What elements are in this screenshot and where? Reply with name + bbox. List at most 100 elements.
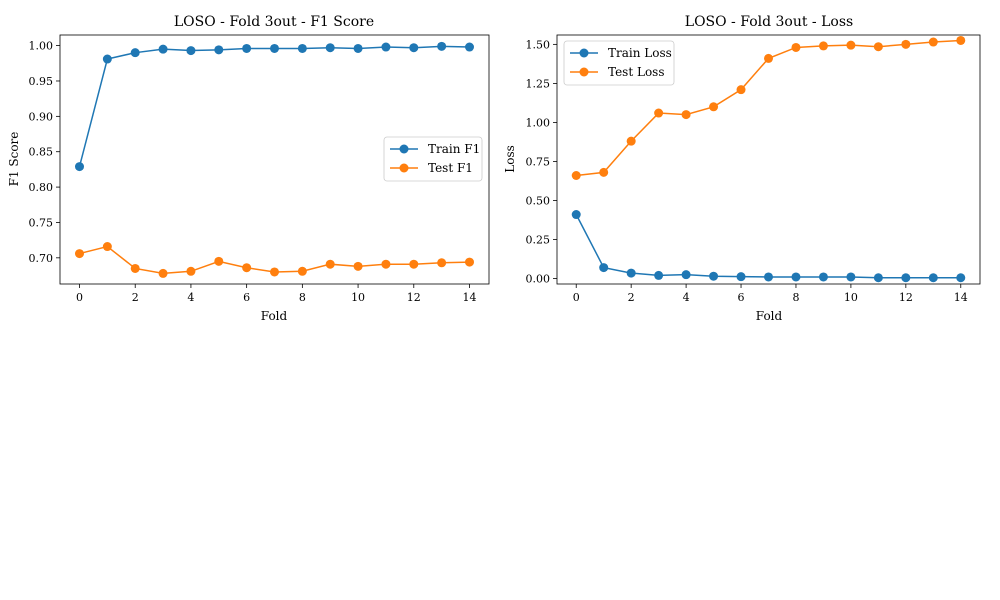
f1-x-tick-label: 0: [76, 291, 83, 304]
f1-data-point-test-f1: [242, 263, 252, 273]
loss-x-tick-label: 6: [738, 291, 745, 304]
f1-x-tick-label: 10: [351, 291, 365, 304]
loss-x-axis-label: Fold: [756, 309, 783, 323]
loss-data-point-test-loss: [764, 53, 773, 63]
f1-data-point-train-f1: [75, 162, 84, 172]
f1-data-point-test-f1: [325, 259, 335, 269]
loss-data-point-train-loss: [873, 273, 883, 283]
loss-data-point-test-loss: [873, 42, 883, 52]
loss-data-point-test-loss: [654, 108, 664, 118]
loss-x-tick-label: 8: [792, 291, 799, 304]
f1-axes-frame: [59, 34, 490, 285]
f1-y-tick-label: 1.00: [29, 40, 54, 53]
loss-data-point-train-loss: [571, 210, 581, 220]
loss-plot-area: 0 2 4 6 8 10 12 14 0.00 0.25 0.50 0.75 1.00 1.25 1.50 T…: [526, 34, 981, 304]
loss-y-tick-label: 1.50: [526, 38, 551, 51]
loss-data-point-test-loss: [956, 35, 966, 45]
f1-data-point-train-f1: [409, 43, 419, 53]
loss-data-point-test-loss: [626, 136, 636, 146]
loss-data-point-train-loss: [846, 272, 856, 282]
loss-data-point-train-loss: [928, 273, 938, 283]
loss-y-tick-label: 0.00: [526, 273, 551, 286]
loss-data-point-test-loss: [599, 167, 609, 177]
loss-data-point-test-loss: [709, 102, 719, 112]
loss-chart-title: LOSO - Fold 3out - Loss: [685, 14, 853, 30]
loss-data-point-test-loss: [791, 42, 801, 52]
f1-data-point-train-f1: [270, 43, 279, 53]
loss-data-point-train-loss: [599, 263, 609, 273]
loss-data-point-train-loss: [764, 272, 773, 282]
f1-legend-label-test-f1: Test F1: [428, 161, 473, 175]
f1-x-tick-label: 4: [187, 291, 194, 304]
loss-x-tick-label: 0: [573, 291, 580, 304]
loss-legend-box: [563, 40, 675, 86]
loss-y-tick-label: 1.25: [526, 77, 551, 90]
loss-data-point-train-loss: [709, 271, 719, 281]
f1-data-point-test-f1: [270, 267, 279, 277]
loss-y-tick-label: 0.75: [526, 155, 551, 168]
loss-legend-label-test-loss: Test Loss: [608, 65, 664, 79]
f1-data-point-test-f1: [102, 242, 112, 252]
loss-axes-frame: [556, 34, 981, 285]
loss-legend-label-train-loss: Train Loss: [608, 46, 672, 60]
loss-data-point-train-loss: [956, 273, 966, 283]
loss-chart: LOSO - Fold 3out - Loss Fold Loss 0 2 4 6 8 1…: [503, 14, 981, 323]
f1-data-point-test-f1: [437, 258, 447, 268]
f1-data-point-train-f1: [465, 42, 474, 52]
f1-data-point-test-f1: [353, 261, 363, 271]
f1-data-point-train-f1: [130, 48, 140, 58]
f1-legend-marker-train-f1: [399, 144, 409, 154]
loss-data-point-train-loss: [818, 272, 828, 282]
f1-x-tick-label: 2: [132, 291, 139, 304]
loss-y-axis-label: Loss: [503, 145, 517, 173]
loss-legend-marker-test-loss: [579, 67, 589, 77]
loss-data-point-test-loss: [928, 37, 938, 47]
f1-data-point-test-f1: [409, 259, 419, 269]
f1-data-point-test-f1: [381, 259, 391, 269]
f1-data-point-train-f1: [242, 43, 252, 53]
f1-data-point-test-f1: [158, 268, 168, 278]
loss-data-point-test-loss: [846, 40, 856, 50]
loss-y-tick-label: 0.50: [526, 194, 551, 207]
f1-data-point-test-f1: [214, 256, 224, 266]
f1-y-tick-label: 0.80: [29, 181, 54, 194]
loss-y-tick-label: 1.00: [526, 116, 551, 129]
loss-data-point-test-loss: [736, 85, 746, 95]
f1-chart-title: LOSO - Fold 3out - F1 Score: [174, 14, 374, 30]
loss-data-point-train-loss: [681, 270, 691, 280]
loss-data-point-train-loss: [736, 272, 746, 282]
f1-data-point-train-f1: [102, 54, 112, 64]
loss-x-tick-label: 4: [683, 291, 690, 304]
loss-data-point-train-loss: [791, 272, 801, 282]
f1-legend: Train F1 Test F1: [383, 136, 483, 182]
f1-data-point-test-f1: [297, 266, 307, 276]
f1-y-tick-label: 0.70: [29, 252, 54, 265]
loss-x-tick-label: 12: [899, 291, 913, 304]
loss-data-point-test-loss: [681, 110, 691, 120]
f1-data-point-test-f1: [130, 263, 140, 273]
f1-y-tick-label: 0.85: [29, 146, 54, 159]
loss-data-point-test-loss: [571, 171, 581, 181]
f1-data-point-train-f1: [353, 43, 363, 53]
f1-data-point-train-f1: [186, 46, 196, 56]
loss-data-point-train-loss: [654, 270, 664, 280]
f1-y-tick-label: 0.75: [29, 216, 54, 229]
f1-legend-label-train-f1: Train F1: [428, 142, 480, 156]
f1-x-tick-label: 6: [243, 291, 250, 304]
f1-data-point-test-f1: [75, 249, 84, 259]
f1-data-point-train-f1: [437, 41, 447, 51]
f1-y-tick-label: 0.90: [29, 110, 54, 123]
f1-data-point-test-f1: [465, 257, 474, 267]
loss-data-point-test-loss: [818, 41, 828, 51]
loss-data-point-train-loss: [626, 268, 636, 278]
loss-x-tick-label: 2: [628, 291, 635, 304]
f1-legend-marker-test-f1: [399, 163, 409, 173]
loss-y-tick-label: 0.25: [526, 234, 551, 247]
f1-x-tick-label: 12: [407, 291, 421, 304]
loss-data-point-train-loss: [901, 273, 911, 283]
f1-x-tick-label: 8: [299, 291, 306, 304]
f1-x-tick-label: 14: [463, 291, 477, 304]
f1-x-axis-label: Fold: [261, 309, 288, 323]
